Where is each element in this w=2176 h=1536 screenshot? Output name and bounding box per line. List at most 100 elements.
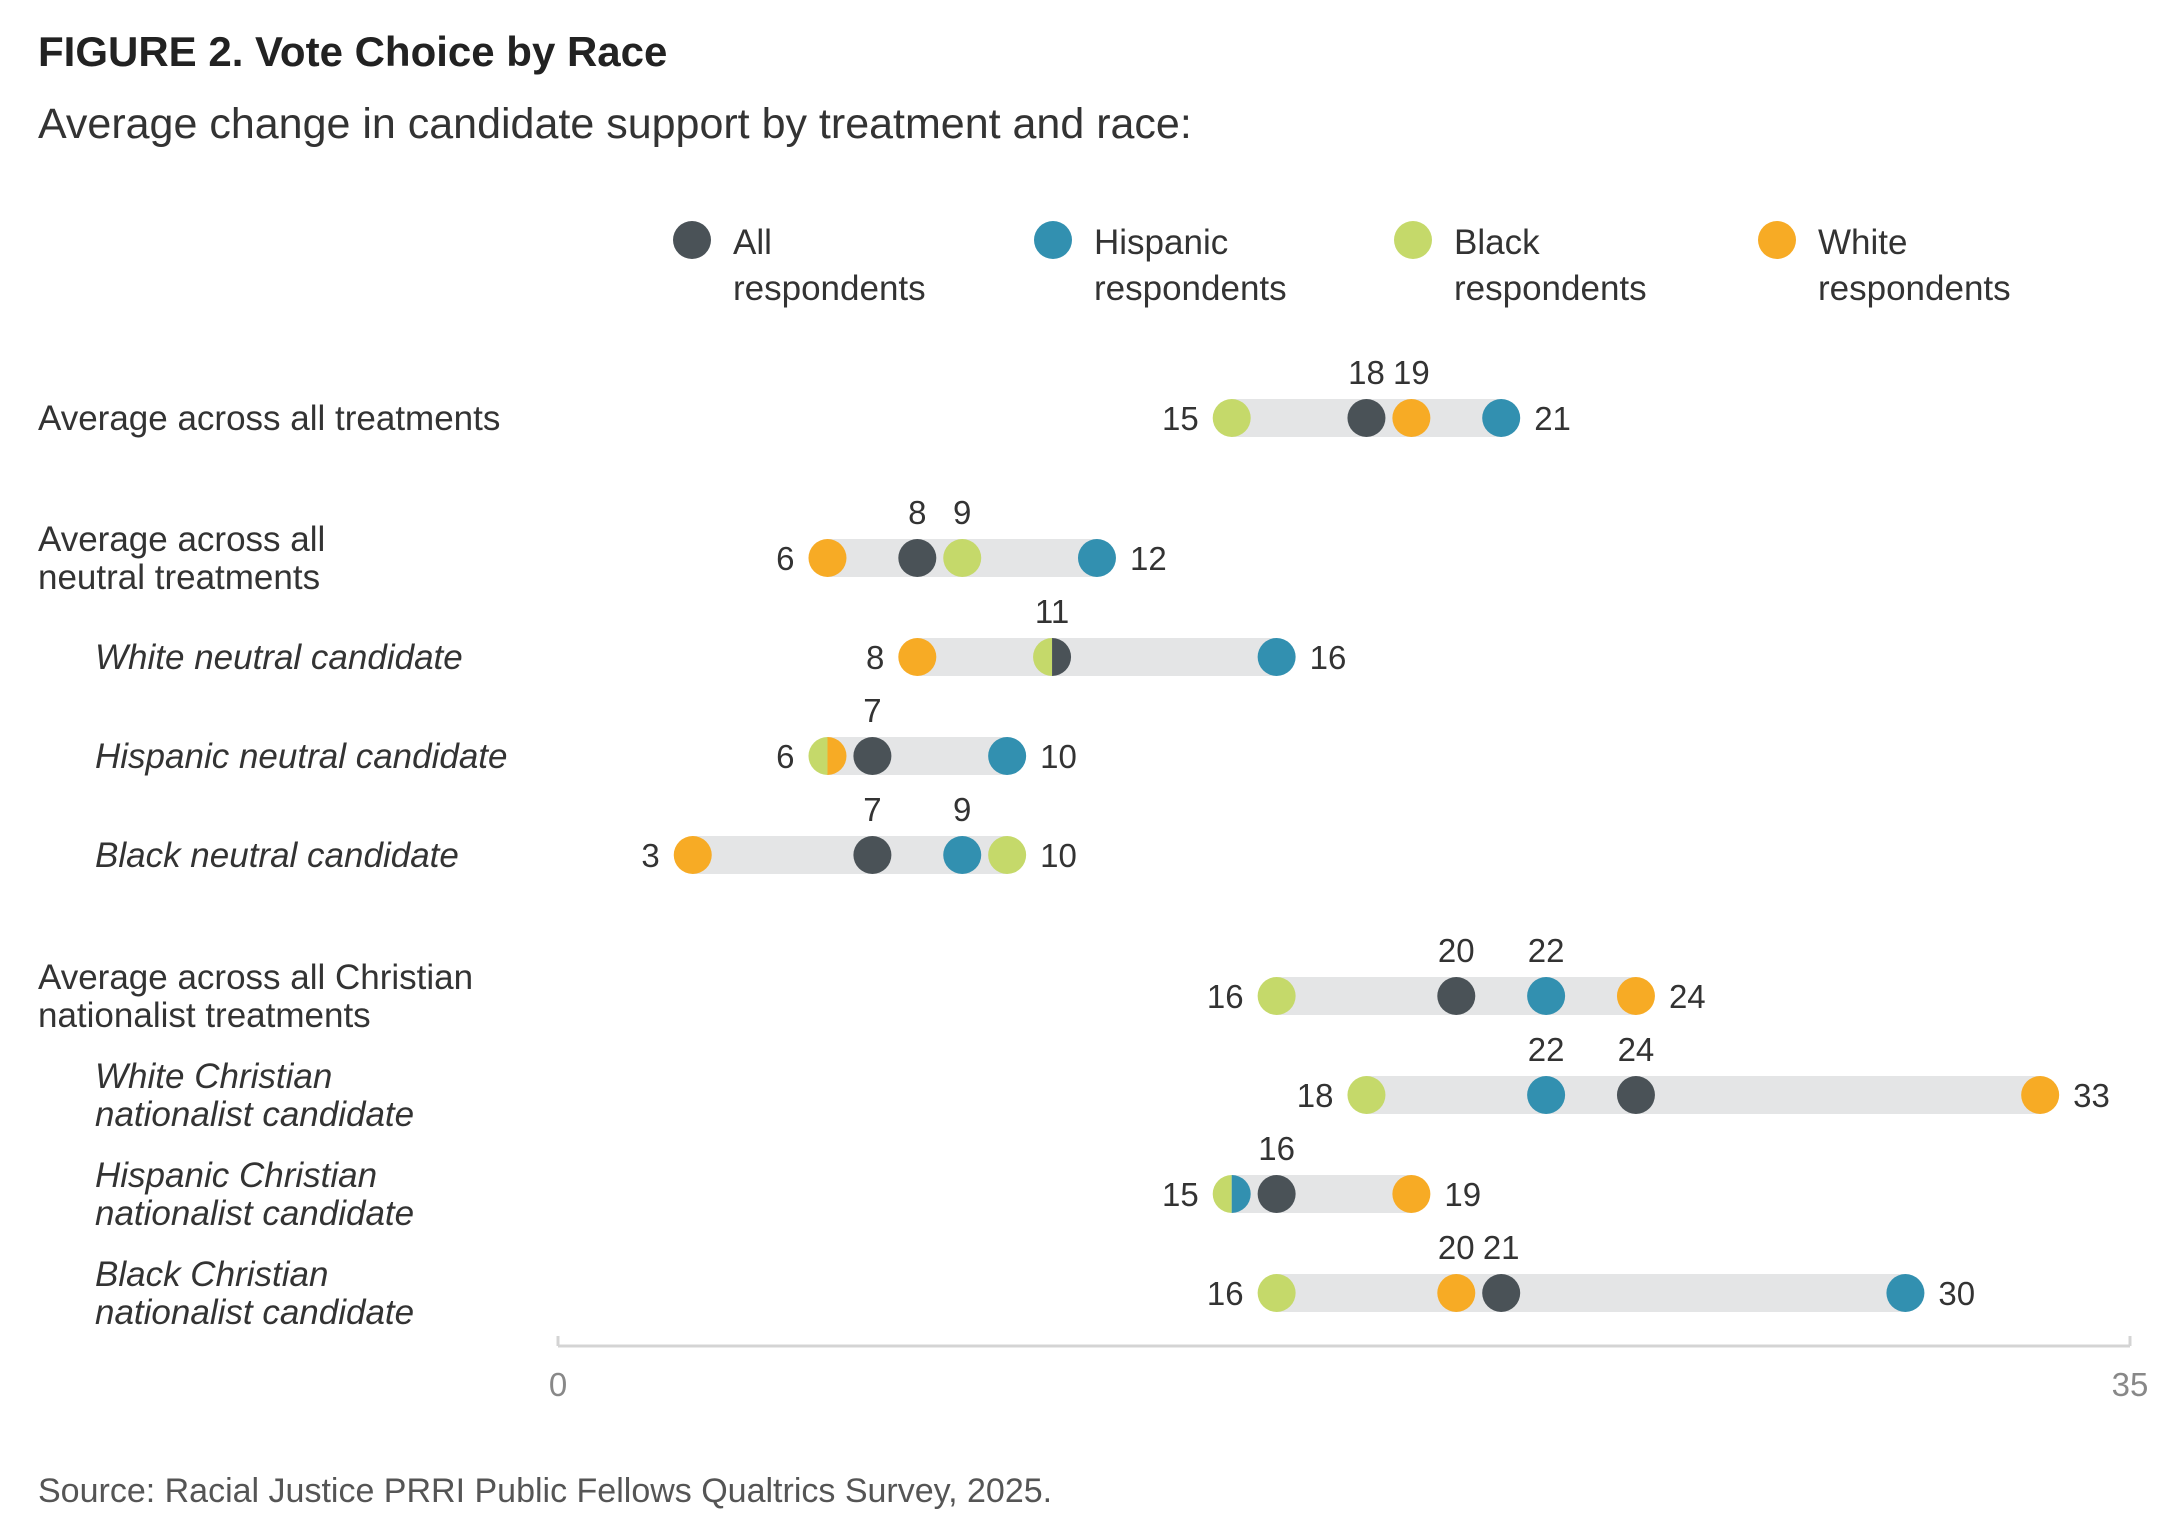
dot-black xyxy=(1212,1175,1232,1213)
legend-label-black: Black respondents xyxy=(1454,223,1647,308)
value-label-max: 30 xyxy=(1938,1275,1975,1312)
value-label-max: 21 xyxy=(1534,400,1571,437)
value-label-mid: 19 xyxy=(1393,354,1430,391)
dot-white xyxy=(1392,399,1431,437)
dot-hispanic xyxy=(1231,1175,1251,1213)
legend-dot-white xyxy=(1758,221,1796,259)
dot-all xyxy=(898,539,937,577)
chart-row: Hispanic neutral candidate 6 7 10 xyxy=(95,692,1077,776)
dot-white xyxy=(827,737,847,775)
dot-hispanic xyxy=(943,836,982,874)
value-label-max: 10 xyxy=(1040,738,1077,775)
value-label-min: 18 xyxy=(1297,1077,1334,1114)
row-label: Black Christian nationalist candidate xyxy=(95,1255,414,1332)
dot-black xyxy=(1212,399,1251,437)
dot-white xyxy=(2021,1076,2060,1114)
x-tick-label: 0 xyxy=(549,1366,567,1403)
dot-all xyxy=(853,836,892,874)
value-label-min: 6 xyxy=(776,738,794,775)
value-label-max: 10 xyxy=(1040,837,1077,874)
dot-white xyxy=(1437,1274,1476,1312)
dot-hispanic xyxy=(1527,1076,1566,1114)
dot-black xyxy=(1257,1274,1296,1312)
range-bar xyxy=(1366,1076,2041,1114)
dot-white xyxy=(898,638,937,676)
legend-label-white: White respondents xyxy=(1818,223,2011,308)
value-label-mid: 22 xyxy=(1528,1031,1565,1068)
x-tick-label: 35 xyxy=(2112,1366,2149,1403)
legend-dot-hispanic xyxy=(1034,221,1072,259)
dot-all xyxy=(1437,977,1476,1015)
dot-black xyxy=(808,737,828,775)
dot-white xyxy=(1616,977,1655,1015)
chart-row: Average across all treatments 15 18 19 21 xyxy=(38,354,1571,438)
dot-black xyxy=(943,539,982,577)
dot-all xyxy=(1347,399,1386,437)
value-label-max: 12 xyxy=(1130,540,1167,577)
dot-hispanic xyxy=(1257,638,1296,676)
dot-white xyxy=(673,836,712,874)
chart-row: White Christian nationalist candidate 18 22… xyxy=(95,1031,2110,1134)
dot-white xyxy=(1392,1175,1431,1213)
value-label-mid: 20 xyxy=(1438,1229,1475,1266)
value-label-mid: 24 xyxy=(1618,1031,1655,1068)
dot-black xyxy=(1257,977,1296,1015)
value-label-mid: 11 xyxy=(1035,593,1069,630)
legend-item-white: White respondents xyxy=(1758,221,2011,308)
dot-all xyxy=(1616,1076,1655,1114)
value-label-min: 6 xyxy=(776,540,794,577)
value-label-min: 16 xyxy=(1207,1275,1244,1312)
legend-dot-black xyxy=(1394,221,1432,259)
chart-row: Black Christian nationalist candidate 16 20… xyxy=(95,1229,1975,1332)
dot-white xyxy=(808,539,847,577)
chart-row: Hispanic Christian nationalist candidate 1… xyxy=(95,1130,1481,1233)
value-label-mid: 9 xyxy=(953,494,971,531)
chart-row: Average across all Christian nationalist … xyxy=(38,932,1706,1035)
value-label-mid: 7 xyxy=(863,791,881,828)
value-label-mid: 7 xyxy=(863,692,881,729)
legend-item-hispanic: Hispanic respondents xyxy=(1034,221,1287,308)
value-label-mid: 18 xyxy=(1348,354,1385,391)
value-label-mid: 22 xyxy=(1528,932,1565,969)
x-axis: 0 35 xyxy=(549,1336,2149,1403)
row-label: Average across all neutral treatments xyxy=(38,520,325,597)
dot-black xyxy=(1347,1076,1386,1114)
value-label-max: 24 xyxy=(1669,978,1706,1015)
dot-all xyxy=(1052,638,1072,676)
value-label-max: 16 xyxy=(1310,639,1347,676)
dot-black xyxy=(988,836,1027,874)
dot-hispanic xyxy=(1527,977,1566,1015)
row-label: White neutral candidate xyxy=(95,638,463,677)
value-label-max: 19 xyxy=(1444,1176,1481,1213)
dot-all xyxy=(1482,1274,1521,1312)
legend-dot-all xyxy=(673,221,711,259)
value-label-min: 16 xyxy=(1207,978,1244,1015)
value-label-min: 15 xyxy=(1162,400,1199,437)
range-bar xyxy=(917,638,1277,676)
value-label-min: 3 xyxy=(641,837,659,874)
dot-hispanic xyxy=(988,737,1027,775)
dot-hispanic xyxy=(1077,539,1116,577)
value-label-mid: 21 xyxy=(1483,1229,1520,1266)
value-label-mid: 9 xyxy=(953,791,971,828)
dot-hispanic xyxy=(1886,1274,1925,1312)
chart-row: Average across all neutral treatments 6 8 9 1… xyxy=(38,494,1167,597)
source-note: Source: Racial Justice PRRI Public Fello… xyxy=(38,1472,1053,1510)
value-label-mid: 8 xyxy=(908,494,926,531)
value-label-mid: 20 xyxy=(1438,932,1475,969)
figure-title: FIGURE 2. Vote Choice by Race xyxy=(38,28,668,75)
row-label: Black neutral candidate xyxy=(95,836,459,875)
dot-all xyxy=(1257,1175,1296,1213)
legend-label-all: All respondents xyxy=(733,223,926,308)
range-bar xyxy=(1276,1274,1906,1312)
figure-subtitle: Average change in candidate support by t… xyxy=(38,100,1192,148)
row-label: Hispanic neutral candidate xyxy=(95,737,507,776)
legend-label-hispanic: Hispanic respondents xyxy=(1094,223,1287,308)
row-label: Hispanic Christian nationalist candidate xyxy=(95,1156,414,1233)
chart-legend: All respondents Hispanic respondents Black re… xyxy=(673,221,2011,308)
chart-row: White neutral candidate 8 11 16 xyxy=(95,593,1346,677)
value-label-mid: 16 xyxy=(1258,1130,1295,1167)
dot-hispanic xyxy=(1482,399,1521,437)
